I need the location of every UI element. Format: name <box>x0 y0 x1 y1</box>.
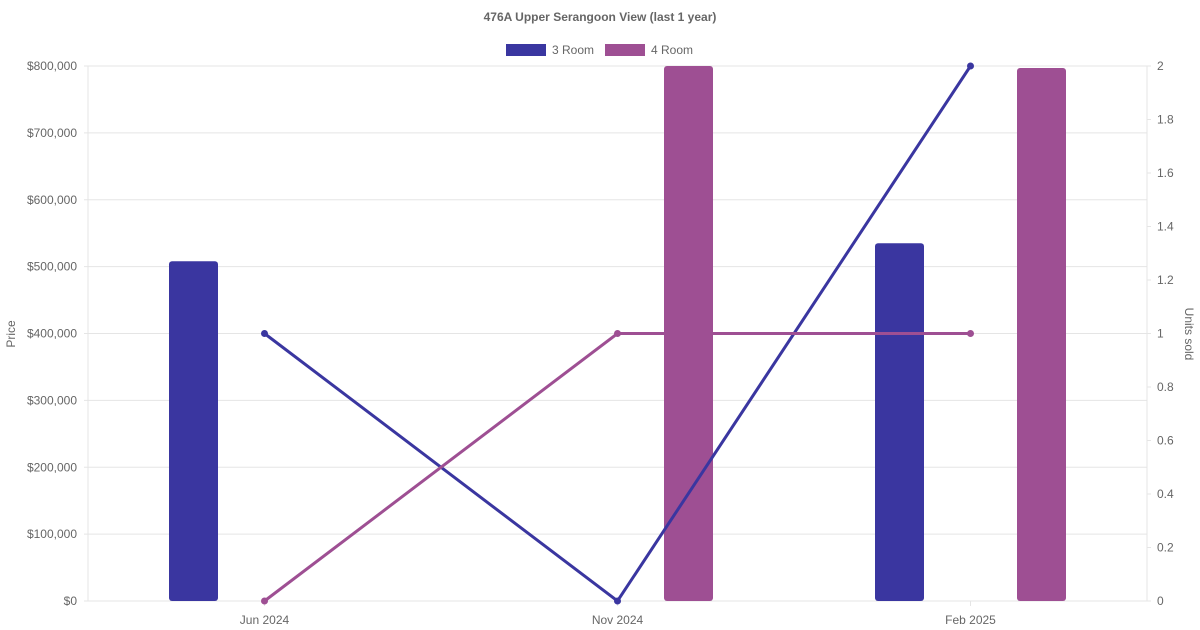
y2-tick-label: 1.2 <box>1157 273 1174 287</box>
price-bars <box>169 66 1066 602</box>
legend-label-3-room: 3 Room <box>552 43 594 57</box>
units-point-3-room <box>614 597 621 605</box>
y2-tick-label: 2 <box>1157 59 1164 73</box>
units-point-4-room <box>967 330 974 337</box>
y2-tick-label: 1 <box>1157 327 1164 341</box>
units-point-3-room <box>967 62 974 70</box>
y2-tick-label: 1.4 <box>1157 220 1174 234</box>
x-tick-label: Nov 2024 <box>592 613 644 627</box>
units-sold-lines <box>261 62 974 605</box>
x-tick-label: Feb 2025 <box>945 613 996 627</box>
chart-title: 476A Upper Serangoon View (last 1 year) <box>484 10 717 24</box>
y-tick-label: $300,000 <box>27 393 77 407</box>
y-tick-label: $100,000 <box>27 527 77 541</box>
legend: 3 Room 4 Room <box>506 43 693 57</box>
units-point-4-room <box>614 330 621 337</box>
legend-swatch-3-room <box>506 44 546 56</box>
y-tick-label: $600,000 <box>27 193 77 207</box>
units-point-3-room <box>261 330 268 337</box>
units-point-4-room <box>261 597 268 605</box>
y2-tick-label: 0 <box>1157 594 1164 608</box>
y2-axis-title: Units sold <box>1182 308 1196 361</box>
price-bar-3-room <box>875 243 924 601</box>
y-tick-label: $700,000 <box>27 126 77 140</box>
y2-tick-label: 0.8 <box>1157 380 1174 394</box>
legend-label-4-room: 4 Room <box>651 43 693 57</box>
y-tick-label: $800,000 <box>27 59 77 73</box>
y-axis-title: Price <box>4 320 18 348</box>
y2-tick-label: 0.6 <box>1157 434 1174 448</box>
y2-tick-label: 1.6 <box>1157 166 1174 180</box>
y2-tick-label: 0.2 <box>1157 541 1174 555</box>
legend-swatch-4-room <box>605 44 645 56</box>
y-tick-label: $500,000 <box>27 260 77 274</box>
y2-tick-label: 1.8 <box>1157 113 1174 127</box>
y-tick-label: $0 <box>64 594 78 608</box>
price-bar-4-room <box>1017 68 1066 602</box>
axes: $0 $100,000 $200,000 $300,000 $400,000 $500,0… <box>27 59 1174 627</box>
y-tick-label: $200,000 <box>27 460 77 474</box>
y2-tick-label: 0.4 <box>1157 487 1174 501</box>
y-tick-label: $400,000 <box>27 327 77 341</box>
price-bar-3-room <box>169 261 218 601</box>
x-tick-label: Jun 2024 <box>240 613 290 627</box>
